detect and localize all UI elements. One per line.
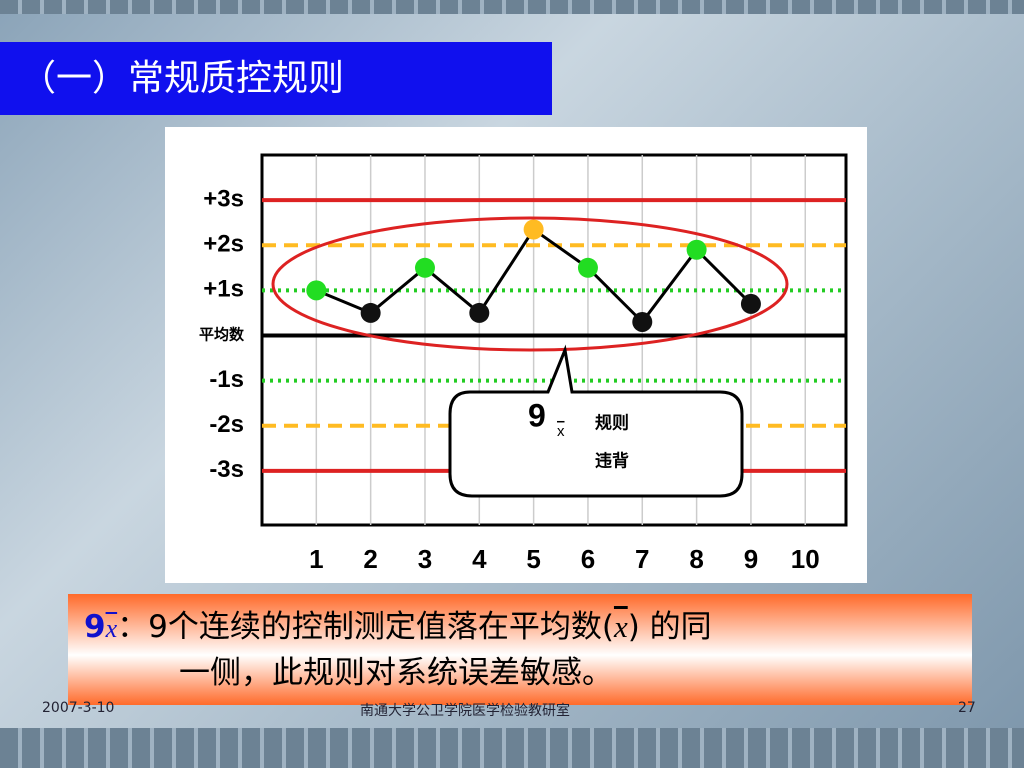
rule-number: 9 xyxy=(84,609,106,645)
y-tick-label: +3s xyxy=(203,185,244,212)
y-tick-label: -3s xyxy=(209,456,244,483)
y-tick-label: +2s xyxy=(203,231,244,258)
slide-title: （一）常规质控规则 xyxy=(0,42,552,115)
data-point xyxy=(686,239,707,260)
highlight-ellipse xyxy=(271,216,789,352)
data-point xyxy=(414,257,435,278)
callout-bubble xyxy=(448,344,744,498)
rule-text: ) 的同 xyxy=(627,609,712,645)
data-point xyxy=(360,302,381,323)
x-tick-label: 1 xyxy=(309,544,323,574)
bottom-band xyxy=(0,728,1024,768)
footer-page: 27 xyxy=(958,700,976,716)
x-tick-label: 9 xyxy=(744,544,758,574)
data-point xyxy=(306,280,327,301)
data-point xyxy=(523,219,544,240)
y-tick-label: +1s xyxy=(203,276,244,303)
rule-text: ：9个连续的控制测定值落在平均数( xyxy=(117,609,614,645)
x-tick-label: 5 xyxy=(526,544,540,574)
x-tick-label: 8 xyxy=(689,544,703,574)
x-tick-label: 6 xyxy=(581,544,595,574)
top-band xyxy=(0,0,1024,14)
callout-symbol: x xyxy=(557,423,565,440)
footer-date: 2007-3-10 xyxy=(42,700,115,716)
rule-box: 9x：9个连续的控制测定值落在平均数(x) 的同 一侧，此规则对系统误差敏感。 xyxy=(68,594,972,705)
y-tick-label: -1s xyxy=(209,366,244,393)
data-point xyxy=(577,257,598,278)
footer-org: 南通大学公卫学院医学检验教研室 xyxy=(360,703,570,719)
plot-frame xyxy=(260,153,848,527)
chart-background xyxy=(165,127,867,583)
rule-symbol: x xyxy=(613,609,628,644)
callout-text: 规则 xyxy=(595,412,629,432)
callout-text: 违背 xyxy=(595,450,629,470)
x-tick-label: 10 xyxy=(791,544,820,574)
x-tick-label: 7 xyxy=(635,544,649,574)
data-point xyxy=(632,311,653,332)
callout-number: 9 xyxy=(528,397,546,433)
data-point xyxy=(469,302,490,323)
x-tick-label: 3 xyxy=(418,544,432,574)
rule-symbol: x xyxy=(105,614,118,643)
data-point xyxy=(740,293,761,314)
y-tick-label: -2s xyxy=(209,411,244,438)
y-tick-label: 平均数 xyxy=(199,325,245,343)
rule-text: 一侧，此规则对系统误差敏感。 xyxy=(179,655,613,691)
x-tick-label: 4 xyxy=(472,544,487,574)
x-tick-label: 2 xyxy=(363,544,377,574)
